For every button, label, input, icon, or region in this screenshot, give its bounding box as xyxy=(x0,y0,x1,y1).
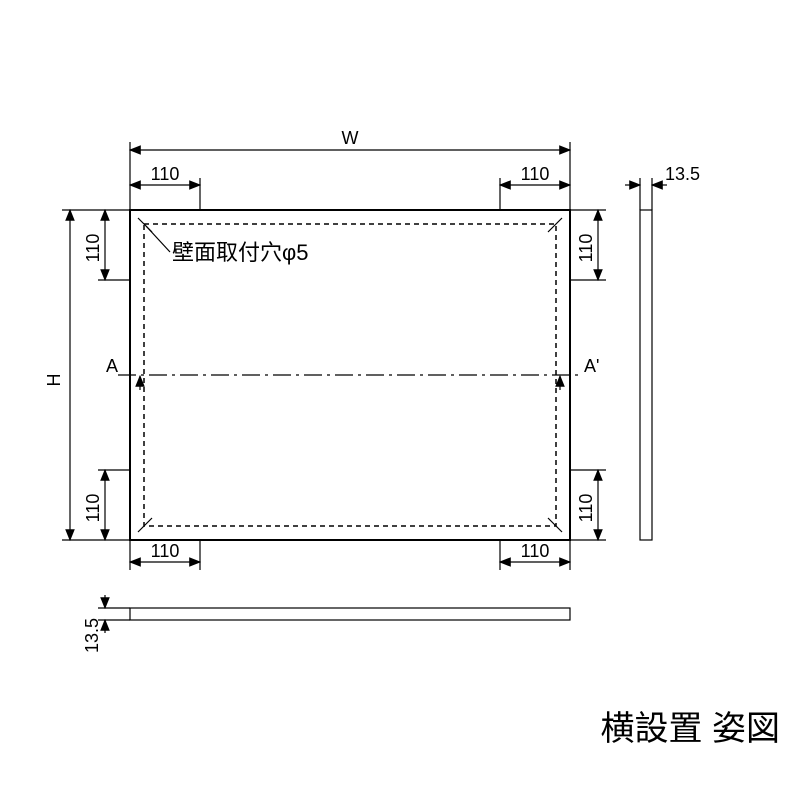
svg-text:110: 110 xyxy=(151,164,180,184)
svg-text:13.5: 13.5 xyxy=(665,164,700,184)
dim-right-top-110: 110 xyxy=(570,210,606,280)
dim-H-label: H xyxy=(44,374,64,387)
dim-left-top-110: 110 xyxy=(83,210,130,280)
section-line: A A' xyxy=(106,356,599,390)
dim-right-bottom-110: 110 xyxy=(570,470,606,540)
svg-text:110: 110 xyxy=(83,234,103,263)
svg-text:110: 110 xyxy=(151,541,180,561)
dim-bottom-thickness: 13.5 xyxy=(82,595,130,653)
svg-text:110: 110 xyxy=(83,494,103,523)
dim-W-label: W xyxy=(342,128,359,148)
section-label-A: A xyxy=(106,356,118,376)
svg-text:110: 110 xyxy=(521,541,550,561)
hole-annotation-text: 壁面取付穴φ5 xyxy=(172,240,309,265)
svg-text:110: 110 xyxy=(521,164,550,184)
dim-left-bottom-110: 110 xyxy=(83,470,130,540)
dim-top-right-110: 110 xyxy=(500,164,570,210)
svg-text:110: 110 xyxy=(576,234,596,263)
svg-text:110: 110 xyxy=(576,494,596,523)
drawing-title: 横設置 姿図 xyxy=(601,710,780,748)
dim-side-thickness: 13.5 xyxy=(625,164,700,210)
dim-top-left-110: 110 xyxy=(130,164,200,210)
side-edge-view xyxy=(640,210,652,540)
svg-text:13.5: 13.5 xyxy=(82,618,102,653)
engineering-drawing: 壁面取付穴φ5 A A' W 110 110 xyxy=(0,0,800,800)
dim-bottom-right-110: 110 xyxy=(500,540,570,570)
hole-annotation: 壁面取付穴φ5 xyxy=(146,226,309,265)
dim-bottom-left-110: 110 xyxy=(130,540,200,570)
bottom-edge-view xyxy=(130,608,570,620)
dim-W: W xyxy=(130,128,570,210)
section-label-Aprime: A' xyxy=(584,356,599,376)
